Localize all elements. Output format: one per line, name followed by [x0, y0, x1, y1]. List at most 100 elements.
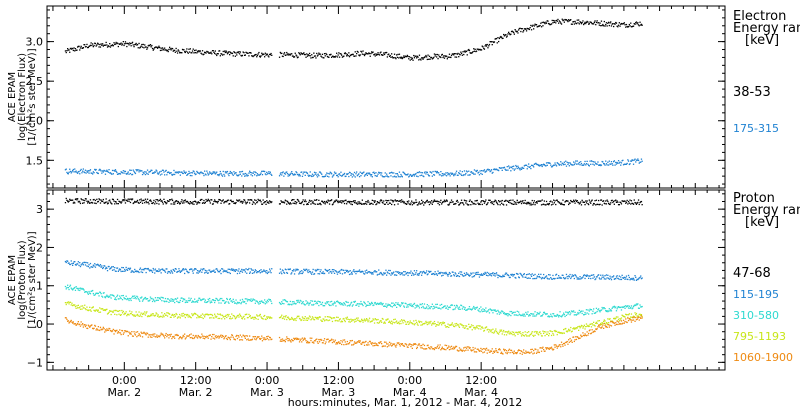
data-point	[523, 30, 525, 32]
data-point	[148, 171, 150, 173]
data-point	[109, 267, 112, 269]
data-point	[286, 316, 289, 319]
data-point	[207, 298, 209, 300]
data-point	[309, 302, 311, 304]
data-point	[342, 304, 344, 306]
data-point	[198, 270, 200, 272]
data-point	[578, 163, 580, 165]
data-point	[568, 328, 570, 330]
data-point	[92, 306, 94, 308]
data-point	[598, 277, 600, 279]
data-point	[635, 202, 637, 204]
data-point	[213, 299, 215, 302]
data-point	[478, 203, 480, 206]
data-point	[236, 51, 239, 53]
data-point	[495, 168, 497, 170]
data-point	[619, 25, 621, 27]
data-point	[610, 277, 612, 279]
data-point	[68, 303, 70, 305]
data-point	[224, 315, 226, 318]
data-point	[66, 302, 68, 304]
data-point	[524, 199, 526, 202]
data-point	[216, 315, 218, 318]
data-point	[80, 168, 82, 171]
data-point	[494, 38, 496, 40]
data-point	[464, 307, 466, 309]
data-point	[558, 331, 560, 333]
data-point	[538, 312, 540, 315]
data-point	[320, 55, 322, 57]
data-point	[86, 200, 88, 202]
data-point	[170, 269, 172, 272]
data-point	[142, 299, 144, 301]
data-point	[623, 200, 625, 202]
data-point	[190, 172, 192, 174]
data-point	[213, 200, 215, 203]
data-point	[574, 202, 576, 204]
data-point	[503, 204, 505, 206]
data-point	[309, 55, 311, 57]
data-point	[553, 199, 555, 201]
data-point	[520, 200, 522, 202]
data-point	[299, 54, 301, 56]
data-point	[563, 277, 565, 280]
data-point	[269, 268, 271, 270]
data-point	[396, 274, 398, 276]
data-point	[239, 53, 241, 55]
data-point	[223, 53, 225, 56]
data-point	[94, 168, 96, 171]
data-point	[336, 174, 339, 176]
data-point	[314, 300, 316, 302]
data-point	[123, 44, 125, 47]
data-point	[104, 173, 107, 175]
data-point	[593, 312, 595, 314]
data-point	[196, 272, 198, 274]
data-point	[305, 319, 307, 321]
data-point	[375, 53, 377, 55]
data-point	[620, 317, 623, 319]
data-point	[548, 278, 550, 280]
data-point	[455, 56, 458, 58]
data-point	[64, 260, 67, 263]
data-point	[471, 52, 473, 54]
data-point	[125, 199, 127, 202]
data-point	[219, 313, 221, 315]
data-point	[153, 48, 155, 50]
data-point	[166, 202, 168, 204]
data-point	[263, 202, 265, 204]
data-point	[460, 199, 463, 201]
data-point	[386, 305, 388, 307]
data-point	[554, 20, 556, 22]
data-point	[520, 332, 522, 335]
data-point	[539, 24, 541, 27]
data-point	[203, 314, 205, 316]
data-point	[290, 273, 292, 275]
data-point	[335, 319, 337, 322]
data-point	[102, 308, 104, 310]
data-point	[527, 273, 529, 275]
data-point	[146, 47, 149, 49]
data-point	[109, 310, 112, 312]
data-point	[204, 314, 206, 316]
data-point	[182, 200, 184, 202]
data-point	[216, 54, 218, 57]
data-point	[411, 200, 413, 202]
data-point	[493, 331, 496, 333]
data-point	[499, 275, 501, 277]
data-point	[346, 269, 348, 272]
data-point	[602, 308, 604, 310]
data-point	[383, 176, 386, 178]
data-point	[121, 295, 123, 297]
data-point	[432, 308, 434, 310]
data-point	[69, 321, 71, 323]
data-point	[346, 318, 348, 320]
data-point	[286, 53, 289, 55]
data-point	[269, 270, 271, 272]
data-point	[228, 203, 230, 205]
data-point	[167, 298, 169, 300]
data-point	[96, 198, 98, 200]
data-point	[140, 271, 142, 273]
data-point	[299, 318, 301, 320]
data-point	[88, 45, 90, 48]
data-point	[247, 199, 249, 201]
